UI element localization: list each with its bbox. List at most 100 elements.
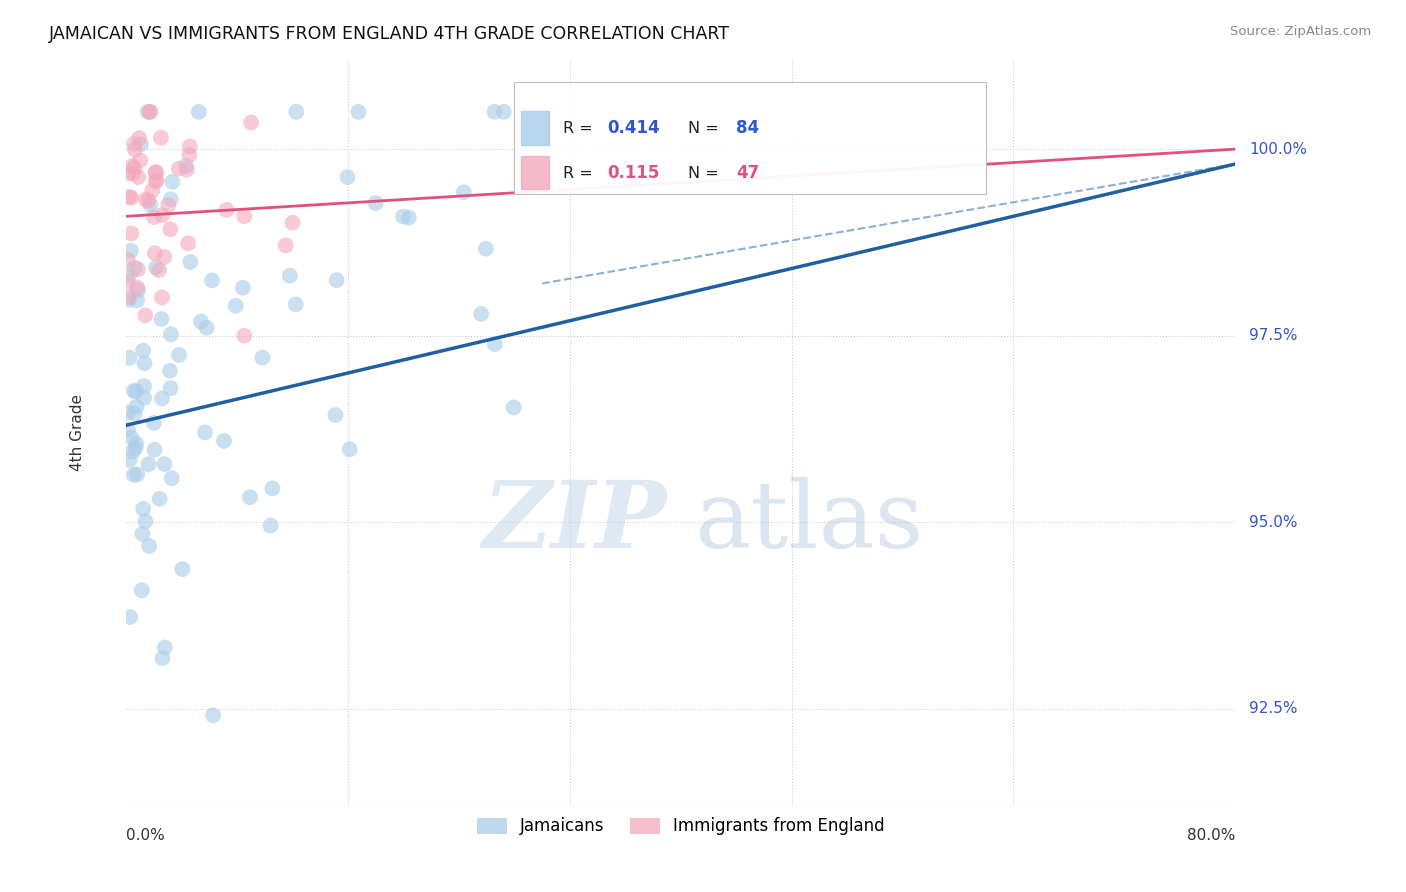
Point [125,293,148,308]
Text: JAMAICAN VS IMMIGRANTS FROM ENGLAND 4TH GRADE CORRELATION CHART: JAMAICAN VS IMMIGRANTS FROM ENGLAND 4TH … [49,25,730,43]
Point [124,143,146,157]
Point [274,238,297,252]
Point [139,197,162,211]
Point [153,457,176,471]
Point [215,202,238,217]
Point [148,491,170,506]
Point [284,297,307,311]
Point [145,173,167,187]
Text: atlas: atlas [695,477,924,567]
Point [159,222,181,236]
Point [120,244,142,258]
Point [153,640,176,655]
Point [127,262,149,277]
Point [138,194,160,208]
Bar [522,156,550,189]
Legend: Jamaicans, Immigrants from England: Jamaicans, Immigrants from England [470,811,891,842]
Point [325,273,347,287]
Point [174,159,197,173]
Point [118,166,141,180]
Point [190,315,212,329]
Point [195,320,218,334]
Text: 4th Grade: 4th Grade [70,394,86,471]
Point [285,104,308,119]
Point [150,208,173,222]
Point [127,170,149,185]
Point [150,312,173,326]
Point [347,104,370,119]
Text: 47: 47 [737,164,759,182]
Point [145,165,167,179]
Point [118,453,141,467]
Point [122,161,145,175]
Point [131,527,153,541]
Point [176,162,198,177]
Point [117,274,139,288]
Text: R =: R = [562,166,598,180]
Point [136,104,159,119]
Point [117,406,139,420]
Point [233,209,256,223]
Point [201,273,224,287]
Point [134,356,156,370]
Text: 95.0%: 95.0% [1249,515,1298,530]
Point [150,290,173,304]
Point [139,104,162,119]
FancyBboxPatch shape [515,82,986,194]
Point [127,467,149,482]
Point [118,293,141,307]
Point [179,139,201,153]
Point [364,196,387,211]
Point [187,104,209,119]
Text: R =: R = [562,120,598,136]
Point [143,442,166,457]
Point [232,281,254,295]
Point [152,651,174,665]
Point [120,431,142,445]
Point [233,328,256,343]
Point [125,436,148,450]
Point [124,260,146,275]
Point [135,193,157,207]
Point [124,441,146,455]
Point [177,236,200,251]
Point [132,502,155,516]
Point [145,175,167,189]
Point [281,216,304,230]
Point [118,351,141,365]
Point [240,115,263,129]
Text: ZIP: ZIP [482,477,666,567]
Point [118,190,141,204]
Point [239,490,262,504]
Point [159,364,181,378]
Point [131,583,153,598]
Point [194,425,217,440]
Point [125,384,148,399]
Point [138,539,160,553]
Point [138,104,160,119]
Point [453,186,475,200]
Point [118,268,141,283]
Point [336,170,359,185]
Point [145,260,167,275]
Point [121,159,143,173]
Point [484,337,506,351]
Point [502,401,524,415]
Point [120,227,142,241]
Point [167,161,190,176]
Point [179,255,201,269]
Point [470,307,492,321]
Point [262,481,284,495]
Text: Source: ZipAtlas.com: Source: ZipAtlas.com [1230,25,1371,38]
Text: 80.0%: 80.0% [1187,828,1234,843]
Point [278,268,301,283]
Point [134,308,156,322]
Text: 0.414: 0.414 [607,120,659,137]
Text: 92.5%: 92.5% [1249,701,1298,716]
Point [128,131,150,145]
Point [129,153,152,168]
Point [159,192,181,206]
Point [475,242,498,256]
Point [132,379,155,393]
Point [142,416,165,430]
